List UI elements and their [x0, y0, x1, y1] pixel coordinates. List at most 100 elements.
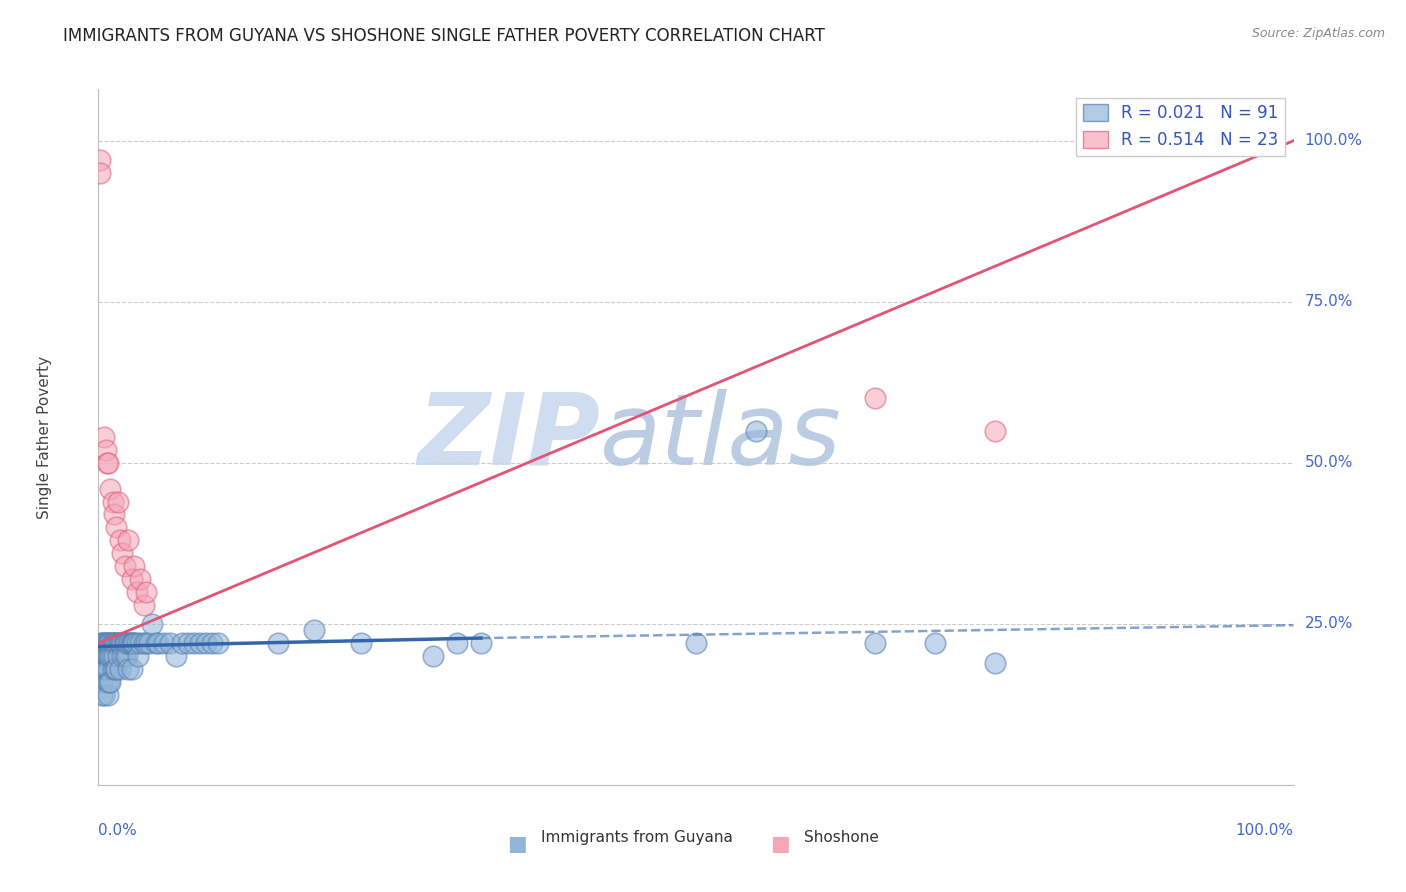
Point	[103, 636, 125, 650]
Point	[117, 533, 139, 548]
Point	[96, 636, 118, 650]
Point	[105, 662, 128, 676]
Point	[91, 688, 114, 702]
Point	[108, 662, 131, 676]
Point	[98, 649, 122, 664]
Point	[120, 636, 142, 650]
Point	[94, 662, 117, 676]
Point	[112, 636, 135, 650]
Point	[96, 674, 118, 689]
Point	[98, 649, 121, 664]
Point	[103, 649, 125, 664]
Text: ZIP: ZIP	[418, 389, 600, 485]
Text: Shoshone: Shoshone	[804, 830, 879, 846]
Point	[865, 636, 887, 650]
Point	[97, 456, 120, 470]
Point	[267, 636, 290, 650]
Point	[97, 688, 120, 702]
Point	[201, 636, 224, 650]
Point	[177, 636, 200, 650]
Text: 100.0%: 100.0%	[1305, 133, 1362, 148]
Point	[422, 649, 444, 664]
Point	[127, 649, 149, 664]
Point	[107, 636, 129, 650]
Point	[94, 649, 117, 664]
Text: Immigrants from Guyana: Immigrants from Guyana	[541, 830, 733, 846]
Point	[100, 636, 122, 650]
Point	[93, 688, 115, 702]
Point	[195, 636, 218, 650]
Point	[207, 636, 229, 650]
Text: 50.0%: 50.0%	[1305, 455, 1353, 470]
Point	[138, 636, 160, 650]
Point	[98, 674, 121, 689]
Point	[302, 624, 325, 638]
Point	[91, 636, 114, 650]
Point	[111, 649, 134, 664]
Point	[135, 636, 157, 650]
Text: 100.0%: 100.0%	[1236, 823, 1294, 838]
Legend: R = 0.021   N = 91, R = 0.514   N = 23: R = 0.021 N = 91, R = 0.514 N = 23	[1076, 97, 1285, 155]
Point	[97, 649, 120, 664]
Point	[98, 636, 121, 650]
Point	[685, 636, 707, 650]
Point	[93, 662, 115, 676]
Point	[446, 636, 468, 650]
Point	[108, 533, 131, 548]
Point	[89, 166, 111, 180]
Point	[107, 636, 129, 650]
Point	[117, 662, 139, 676]
Text: 25.0%: 25.0%	[1305, 616, 1353, 632]
Point	[101, 494, 124, 508]
Point	[96, 456, 118, 470]
Text: Single Father Poverty: Single Father Poverty	[37, 356, 52, 518]
Point	[117, 636, 139, 650]
Point	[118, 636, 141, 650]
Point	[115, 636, 138, 650]
Point	[153, 636, 176, 650]
Point	[91, 662, 114, 676]
Point	[108, 636, 131, 650]
Point	[121, 572, 143, 586]
Point	[94, 636, 117, 650]
Point	[90, 649, 112, 664]
Point	[114, 649, 136, 664]
Point	[105, 636, 128, 650]
Point	[470, 636, 492, 650]
Point	[129, 572, 152, 586]
Point	[100, 649, 122, 664]
Point	[107, 649, 129, 664]
Point	[135, 584, 157, 599]
Point	[94, 442, 117, 457]
Point	[111, 546, 134, 560]
Point	[114, 558, 136, 573]
Point	[124, 636, 146, 650]
Point	[89, 153, 111, 167]
Point	[103, 508, 125, 522]
Point	[984, 656, 1007, 670]
Point	[132, 598, 155, 612]
Point	[172, 636, 194, 650]
Point	[111, 636, 134, 650]
Point	[984, 424, 1007, 438]
Point	[93, 649, 115, 664]
Point	[91, 649, 114, 664]
Point	[104, 662, 127, 676]
Point	[114, 636, 136, 650]
Text: Source: ZipAtlas.com: Source: ZipAtlas.com	[1251, 27, 1385, 40]
Point	[148, 636, 170, 650]
Point	[924, 636, 946, 650]
Point	[91, 649, 114, 664]
Text: 0.0%: 0.0%	[98, 823, 138, 838]
Point	[188, 636, 211, 650]
Point	[132, 636, 155, 650]
Point	[96, 649, 118, 664]
Point	[125, 584, 148, 599]
Point	[121, 662, 143, 676]
Point	[101, 662, 124, 676]
Point	[91, 636, 114, 650]
Point	[122, 636, 145, 650]
Point	[90, 636, 112, 650]
Text: ■: ■	[506, 834, 527, 854]
Point	[101, 636, 124, 650]
